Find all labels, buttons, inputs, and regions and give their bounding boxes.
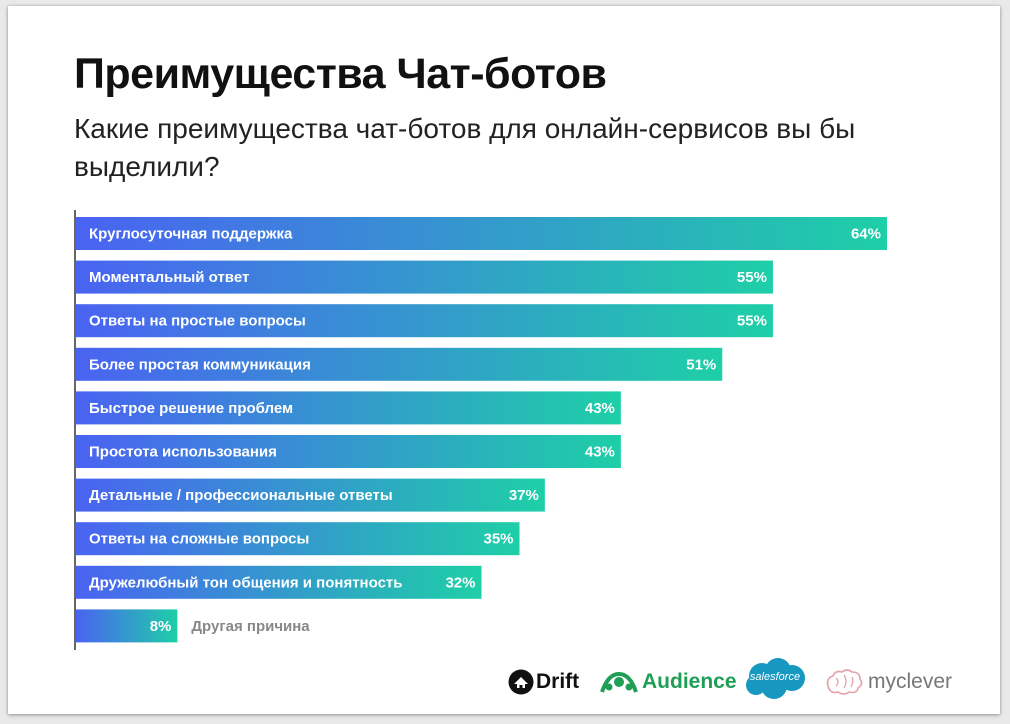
salesforce-logo-text: salesforce: [749, 671, 801, 683]
bar-category-label: Быстрое решение проблем: [89, 400, 293, 417]
sponsor-logos: Drift Audience: [508, 658, 968, 702]
chart-title: Преимущества Чат-ботов: [74, 50, 607, 98]
bar-category-label: Круглосуточная поддержка: [89, 226, 293, 243]
bar-category-label: Моментальный ответ: [89, 269, 249, 286]
bar-value-label: 43%: [585, 400, 615, 417]
drift-logo: Drift: [508, 662, 579, 702]
bar-category-label: Более простая коммуникация: [89, 356, 311, 373]
salesforce-cloud-icon: salesforce: [740, 656, 810, 702]
bar-value-label: 37%: [509, 487, 539, 504]
audience-logo: Audience: [600, 662, 737, 702]
bar-4: [76, 347, 723, 381]
bar-5: [76, 391, 621, 425]
salesforce-logo: salesforce: [740, 656, 810, 702]
chart-card: Преимущества Чат-ботов Какие преимуществ…: [8, 6, 1000, 714]
drift-logo-text: Drift: [536, 670, 580, 693]
bar-value-label: 8%: [150, 618, 172, 635]
bar-10: [76, 609, 178, 643]
bar-value-label: 51%: [686, 356, 716, 373]
bar-category-label: Дружелюбный тон общения и понятность: [89, 574, 403, 591]
myclever-logo: myclever: [824, 662, 952, 702]
bar-value-label: 55%: [737, 269, 767, 286]
bar-value-label: 35%: [483, 531, 513, 548]
bar-value-label: 43%: [585, 444, 615, 461]
bar-1: [76, 217, 887, 250]
bar-3: [76, 304, 773, 338]
bar-category-label: Другая причина: [191, 618, 310, 635]
bar-value-label: 64%: [851, 226, 881, 243]
audience-icon: [600, 671, 638, 693]
audience-logo-text: Audience: [642, 670, 737, 693]
bar-category-label: Ответы на сложные вопросы: [89, 531, 309, 548]
bar-category-label: Ответы на простые вопросы: [89, 313, 306, 330]
bar-value-label: 32%: [445, 574, 475, 591]
bar-chart: 64% Круглосуточная поддержка 55% Моментальн…: [74, 210, 887, 650]
bar-value-label: 55%: [737, 313, 767, 330]
brain-icon: [826, 669, 863, 695]
bar-2: [76, 260, 773, 294]
bar-9: [76, 565, 482, 599]
drift-icon: [508, 669, 534, 695]
bar-6: [76, 435, 621, 468]
bar-category-label: Детальные / профессиональные ответы: [89, 487, 393, 504]
bar-8: [76, 522, 520, 556]
bar-category-label: Простота использования: [89, 444, 277, 461]
chart-subtitle: Какие преимущества чат-ботов для онлайн-…: [74, 113, 856, 182]
bar-7: [76, 478, 545, 512]
myclever-logo-text: myclever: [868, 670, 953, 693]
